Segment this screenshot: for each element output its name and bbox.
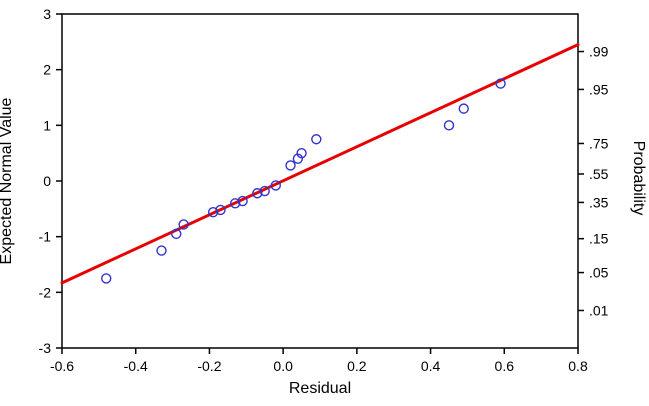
data-point bbox=[443, 120, 455, 131]
data-point bbox=[215, 204, 226, 216]
x-tick-label: -0.6 bbox=[50, 358, 74, 374]
plot-frame bbox=[61, 13, 579, 349]
left-y-tick-label: 2 bbox=[43, 62, 51, 78]
right-y-tick-label: .99 bbox=[589, 44, 609, 60]
x-tick-label: -0.2 bbox=[197, 358, 221, 374]
data-point bbox=[252, 188, 263, 199]
right-y-tick-label: .55 bbox=[589, 166, 609, 182]
data-point bbox=[101, 273, 112, 284]
right-y-tick-label: .35 bbox=[589, 194, 609, 210]
data-point bbox=[207, 206, 219, 218]
data-point bbox=[270, 180, 281, 191]
right-y-tick-label: .05 bbox=[589, 265, 609, 281]
left-y-tick-label: -3 bbox=[39, 340, 52, 356]
data-point bbox=[495, 78, 506, 89]
right-y-tick-label: .01 bbox=[589, 302, 609, 318]
data-point bbox=[296, 147, 307, 159]
right-y-tick-label: .75 bbox=[589, 135, 609, 151]
left-y-tick-label: -1 bbox=[39, 229, 52, 245]
data-point bbox=[178, 219, 189, 230]
fit-line bbox=[60, 43, 580, 285]
left-y-tick-label: -2 bbox=[39, 284, 52, 300]
x-tick-label: 0.8 bbox=[568, 358, 588, 374]
data-point bbox=[311, 134, 322, 145]
x-tick-label: 0.0 bbox=[273, 358, 293, 374]
x-tick-label: 0.4 bbox=[421, 358, 441, 374]
data-point bbox=[285, 160, 296, 171]
data-point bbox=[171, 228, 182, 240]
x-tick-label: 0.6 bbox=[495, 358, 515, 374]
left-y-tick-label: 3 bbox=[43, 6, 51, 22]
x-tick-label: 0.2 bbox=[347, 358, 367, 374]
right-y-tick-label: .15 bbox=[589, 231, 609, 247]
data-point bbox=[230, 198, 241, 209]
right-y-tick-label: .95 bbox=[589, 81, 609, 97]
data-point bbox=[156, 245, 167, 256]
data-point bbox=[458, 103, 469, 114]
left-y-tick-label: 0 bbox=[43, 173, 51, 189]
data-point bbox=[237, 195, 248, 207]
left-y-tick-label: 1 bbox=[43, 117, 51, 133]
data-point bbox=[292, 153, 304, 164]
data-point bbox=[259, 185, 270, 197]
x-tick-label: -0.4 bbox=[124, 358, 148, 374]
